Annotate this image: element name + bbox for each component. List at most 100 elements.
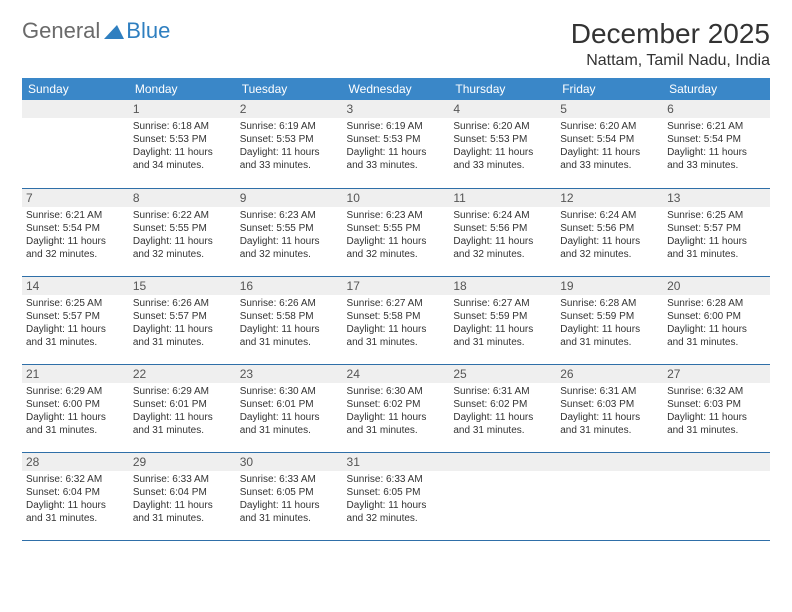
day-number: 14 [22, 277, 129, 295]
day-number: 22 [129, 365, 236, 383]
day-info: Sunrise: 6:26 AMSunset: 5:58 PMDaylight:… [240, 297, 339, 349]
calendar-cell: 8 Sunrise: 6:22 AMSunset: 5:55 PMDaylight… [129, 188, 236, 276]
day-info: Sunrise: 6:23 AMSunset: 5:55 PMDaylight:… [240, 209, 339, 261]
day-info: Sunrise: 6:32 AMSunset: 6:04 PMDaylight:… [26, 473, 125, 525]
day-info: Sunrise: 6:20 AMSunset: 5:53 PMDaylight:… [453, 120, 552, 172]
calendar-cell: 4 Sunrise: 6:20 AMSunset: 5:53 PMDaylight… [449, 100, 556, 188]
header: General Blue December 2025 Nattam, Tamil… [22, 18, 770, 70]
day-number: 17 [343, 277, 450, 295]
day-info: Sunrise: 6:24 AMSunset: 5:56 PMDaylight:… [453, 209, 552, 261]
day-number: 24 [343, 365, 450, 383]
day-number: 20 [663, 277, 770, 295]
day-number: 2 [236, 100, 343, 118]
calendar-body: 1 Sunrise: 6:18 AMSunset: 5:53 PMDaylight… [22, 100, 770, 540]
day-info: Sunrise: 6:33 AMSunset: 6:04 PMDaylight:… [133, 473, 232, 525]
logo-text-blue: Blue [126, 18, 170, 44]
day-info: Sunrise: 6:20 AMSunset: 5:54 PMDaylight:… [560, 120, 659, 172]
day-number [663, 453, 770, 471]
day-info: Sunrise: 6:23 AMSunset: 5:55 PMDaylight:… [347, 209, 446, 261]
calendar-week-row: 28Sunrise: 6:32 AMSunset: 6:04 PMDayligh… [22, 452, 770, 540]
logo-triangle-icon [104, 22, 124, 40]
day-number: 21 [22, 365, 129, 383]
calendar-cell: 28Sunrise: 6:32 AMSunset: 6:04 PMDayligh… [22, 452, 129, 540]
calendar-cell: 6Sunrise: 6:21 AMSunset: 5:54 PMDaylight… [663, 100, 770, 188]
calendar-cell: 20Sunrise: 6:28 AMSunset: 6:00 PMDayligh… [663, 276, 770, 364]
day-number: 15 [129, 277, 236, 295]
title-block: December 2025 Nattam, Tamil Nadu, India [571, 18, 770, 70]
day-info: Sunrise: 6:21 AMSunset: 5:54 PMDaylight:… [26, 209, 125, 261]
logo: General Blue [22, 18, 170, 44]
calendar-week-row: 7 Sunrise: 6:21 AMSunset: 5:54 PMDaylight… [22, 188, 770, 276]
day-number: 26 [556, 365, 663, 383]
day-info: Sunrise: 6:24 AMSunset: 5:56 PMDaylight:… [560, 209, 659, 261]
day-number: 25 [449, 365, 556, 383]
day-info: Sunrise: 6:33 AMSunset: 6:05 PMDaylight:… [240, 473, 339, 525]
day-number: 5 [556, 100, 663, 118]
day-number: 11 [449, 189, 556, 207]
day-number: 19 [556, 277, 663, 295]
day-number: 6 [663, 100, 770, 118]
day-number: 9 [236, 189, 343, 207]
day-info: Sunrise: 6:25 AMSunset: 5:57 PMDaylight:… [667, 209, 766, 261]
calendar-cell: 31 Sunrise: 6:33 AMSunset: 6:05 PMDayligh… [343, 452, 450, 540]
calendar-cell: 14 Sunrise: 6:25 AMSunset: 5:57 PMDayligh… [22, 276, 129, 364]
day-info: Sunrise: 6:25 AMSunset: 5:57 PMDaylight:… [26, 297, 125, 349]
day-number: 3 [343, 100, 450, 118]
calendar-cell: 13 Sunrise: 6:25 AMSunset: 5:57 PMDayligh… [663, 188, 770, 276]
day-number [449, 453, 556, 471]
day-info: Sunrise: 6:30 AMSunset: 6:02 PMDaylight:… [347, 385, 446, 437]
day-number: 23 [236, 365, 343, 383]
day-header: Friday [556, 78, 663, 100]
calendar-cell: 7 Sunrise: 6:21 AMSunset: 5:54 PMDaylight… [22, 188, 129, 276]
calendar-cell: 10Sunrise: 6:23 AMSunset: 5:55 PMDayligh… [343, 188, 450, 276]
calendar-cell: 9 Sunrise: 6:23 AMSunset: 5:55 PMDaylight… [236, 188, 343, 276]
day-header-row: SundayMondayTuesdayWednesdayThursdayFrid… [22, 78, 770, 100]
day-number: 8 [129, 189, 236, 207]
day-info: Sunrise: 6:22 AMSunset: 5:55 PMDaylight:… [133, 209, 232, 261]
day-number: 31 [343, 453, 450, 471]
calendar-week-row: 1 Sunrise: 6:18 AMSunset: 5:53 PMDaylight… [22, 100, 770, 188]
day-info: Sunrise: 6:27 AMSunset: 5:58 PMDaylight:… [347, 297, 446, 349]
calendar-cell: 27 Sunrise: 6:32 AMSunset: 6:03 PMDayligh… [663, 364, 770, 452]
day-number: 1 [129, 100, 236, 118]
day-info: Sunrise: 6:31 AMSunset: 6:02 PMDaylight:… [453, 385, 552, 437]
day-header: Wednesday [343, 78, 450, 100]
calendar-cell: 5 Sunrise: 6:20 AMSunset: 5:54 PMDaylight… [556, 100, 663, 188]
calendar-cell: 22 Sunrise: 6:29 AMSunset: 6:01 PMDayligh… [129, 364, 236, 452]
day-header: Monday [129, 78, 236, 100]
day-header: Saturday [663, 78, 770, 100]
day-number: 13 [663, 189, 770, 207]
calendar-cell: 2Sunrise: 6:19 AMSunset: 5:53 PMDaylight… [236, 100, 343, 188]
calendar-cell: 12Sunrise: 6:24 AMSunset: 5:56 PMDayligh… [556, 188, 663, 276]
day-number: 4 [449, 100, 556, 118]
day-info: Sunrise: 6:18 AMSunset: 5:53 PMDaylight:… [133, 120, 232, 172]
location-label: Nattam, Tamil Nadu, India [571, 52, 770, 70]
calendar-cell: 1 Sunrise: 6:18 AMSunset: 5:53 PMDaylight… [129, 100, 236, 188]
calendar-cell: 18Sunrise: 6:27 AMSunset: 5:59 PMDayligh… [449, 276, 556, 364]
calendar-week-row: 21 Sunrise: 6:29 AMSunset: 6:00 PMDayligh… [22, 364, 770, 452]
logo-text-general: General [22, 18, 100, 44]
calendar-cell: 19Sunrise: 6:28 AMSunset: 5:59 PMDayligh… [556, 276, 663, 364]
day-info: Sunrise: 6:33 AMSunset: 6:05 PMDaylight:… [347, 473, 446, 525]
day-number [556, 453, 663, 471]
calendar-cell: 24 Sunrise: 6:30 AMSunset: 6:02 PMDayligh… [343, 364, 450, 452]
calendar-cell [22, 100, 129, 188]
calendar-cell: 11 Sunrise: 6:24 AMSunset: 5:56 PMDayligh… [449, 188, 556, 276]
calendar-week-row: 14 Sunrise: 6:25 AMSunset: 5:57 PMDayligh… [22, 276, 770, 364]
day-number: 16 [236, 277, 343, 295]
day-info: Sunrise: 6:30 AMSunset: 6:01 PMDaylight:… [240, 385, 339, 437]
day-info: Sunrise: 6:31 AMSunset: 6:03 PMDaylight:… [560, 385, 659, 437]
calendar-table: SundayMondayTuesdayWednesdayThursdayFrid… [22, 78, 770, 541]
day-number: 27 [663, 365, 770, 383]
calendar-cell: 15Sunrise: 6:26 AMSunset: 5:57 PMDayligh… [129, 276, 236, 364]
calendar-cell [663, 452, 770, 540]
day-number: 30 [236, 453, 343, 471]
day-info: Sunrise: 6:29 AMSunset: 6:00 PMDaylight:… [26, 385, 125, 437]
day-info: Sunrise: 6:29 AMSunset: 6:01 PMDaylight:… [133, 385, 232, 437]
calendar-cell [556, 452, 663, 540]
day-number: 7 [22, 189, 129, 207]
day-info: Sunrise: 6:19 AMSunset: 5:53 PMDaylight:… [347, 120, 446, 172]
calendar-cell: 17 Sunrise: 6:27 AMSunset: 5:58 PMDayligh… [343, 276, 450, 364]
month-title: December 2025 [571, 18, 770, 50]
day-info: Sunrise: 6:32 AMSunset: 6:03 PMDaylight:… [667, 385, 766, 437]
